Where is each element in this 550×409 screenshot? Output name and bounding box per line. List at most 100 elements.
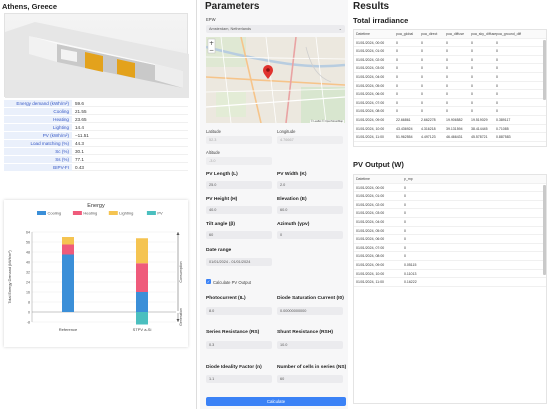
cells-in-series-input[interactable]: 60 bbox=[277, 375, 343, 383]
table-row: 01/01/2024, 05:00 0 bbox=[354, 227, 546, 236]
series-resistance-input[interactable]: 0.3 bbox=[206, 341, 272, 349]
legend-label: PV bbox=[157, 211, 163, 216]
bar-segment bbox=[136, 238, 148, 264]
calculate-button[interactable]: Calculate bbox=[206, 397, 346, 406]
column-header[interactable]: Datetime bbox=[356, 177, 371, 181]
energy-row-label: Energy demand (kWh/m²) bbox=[4, 100, 72, 107]
x-tick-label: Reference bbox=[59, 327, 78, 332]
bar-segment bbox=[62, 237, 74, 245]
longitude-input[interactable]: 4.76667 bbox=[277, 136, 343, 144]
left-panel: Athens, Greece Energy demand (kWh/m²) 59.… bbox=[0, 0, 193, 409]
table-cell: 01/01/2024, 02:00 bbox=[356, 57, 385, 62]
altitude-input[interactable]: -3.0 bbox=[206, 157, 272, 165]
diode-saturation-input[interactable]: 0.00000000000 bbox=[277, 307, 343, 315]
building-3d-view[interactable] bbox=[4, 13, 189, 98]
table-cell: 01/01/2024, 09:00 bbox=[356, 117, 385, 122]
map-tiles: + − bbox=[206, 37, 345, 123]
table-cell: 0 bbox=[421, 83, 423, 88]
column-header[interactable]: poa_direct bbox=[421, 32, 438, 36]
ideality-factor-input[interactable]: 1.1 bbox=[206, 375, 272, 383]
table-cell: 0.389117 bbox=[496, 117, 511, 122]
generation-label: Generation bbox=[179, 308, 183, 326]
column-header[interactable]: poa_ground_diffuse bbox=[496, 32, 521, 36]
table-cell: 0 bbox=[404, 194, 406, 199]
elevation-input[interactable]: 60.0 bbox=[277, 206, 343, 214]
energy-row-value: 59.6 bbox=[72, 100, 188, 107]
latitude-input[interactable]: 52.3 bbox=[206, 136, 272, 144]
calculate-pv-checkbox[interactable]: ✓ bbox=[206, 279, 211, 284]
building-model-drawing bbox=[5, 22, 189, 98]
table-cell: 0.11013 bbox=[404, 271, 417, 276]
table-cell: 0 bbox=[396, 40, 398, 45]
table-cell: 0 bbox=[404, 185, 406, 190]
table-cell: 0 bbox=[446, 92, 448, 97]
pv-output-table[interactable]: Datetime p_mp 01/01/2024, 00:00 0 01/01/2024… bbox=[353, 174, 547, 404]
y-tick-label: 48 bbox=[26, 250, 30, 254]
column-header[interactable]: Datetime bbox=[356, 32, 371, 36]
column-header[interactable]: poa_sky_diffuse bbox=[471, 32, 496, 36]
table-cell: 0 bbox=[396, 74, 398, 79]
location-map[interactable]: + − © Leaflet © OpenStreetMap bbox=[206, 37, 345, 123]
table-cell: 19.519029 bbox=[471, 117, 488, 122]
consumption-label: Consumption bbox=[179, 261, 183, 282]
y-axis-label: Total Energy Demand (kWh/m²) bbox=[8, 250, 12, 304]
legend-label: Heating bbox=[83, 211, 97, 216]
tilt-label: Tilt angle (β) bbox=[206, 222, 235, 227]
table-header-row: Datetime poa_global poa_direct poa_diffuse p… bbox=[354, 30, 546, 39]
table-row: 01/01/2024, 04:00 0 0 0 0 0 bbox=[354, 73, 546, 82]
irradiance-table[interactable]: Datetime poa_global poa_direct poa_diffuse p… bbox=[353, 29, 547, 147]
table-cell: 0.71085 bbox=[496, 126, 509, 131]
photocurrent-label: Photocurrent (IL) bbox=[206, 296, 246, 301]
elevation-label: Elevation (E) bbox=[277, 197, 307, 202]
table-scrollbar[interactable] bbox=[543, 185, 546, 275]
parameters-title: Parameters bbox=[205, 1, 260, 12]
energy-row: Ss (%) 77.1 bbox=[4, 156, 188, 164]
table-cell: 0 bbox=[396, 49, 398, 54]
table-cell: 38.414445 bbox=[471, 126, 488, 131]
tilt-input[interactable]: 60 bbox=[206, 231, 272, 239]
energy-row: Heating 23.65 bbox=[4, 116, 188, 124]
date-range-label: Date range bbox=[206, 248, 232, 253]
column-header[interactable]: poa_diffuse bbox=[446, 32, 465, 36]
table-cell: 0 bbox=[404, 245, 406, 250]
shunt-resistance-label: Shunt Resistance (RSH) bbox=[277, 330, 333, 335]
energy-row: Cooling 21.55 bbox=[4, 108, 188, 116]
column-header[interactable]: poa_global bbox=[396, 32, 414, 36]
shunt-resistance-input[interactable]: 10.0 bbox=[277, 341, 343, 349]
chevron-down-icon: ⌄ bbox=[338, 26, 342, 31]
table-cell: 01/01/2024, 08:00 bbox=[356, 109, 385, 114]
svg-text:−: − bbox=[209, 47, 214, 54]
energy-row: Lighting 14.4 bbox=[4, 124, 188, 132]
table-row: 01/01/2024, 11:00 51.962554 4.497123 46.466… bbox=[354, 133, 546, 142]
table-cell: 4.497123 bbox=[421, 135, 436, 140]
pv-height-label: PV Height (H) bbox=[206, 197, 238, 202]
table-cell: 0 bbox=[471, 74, 473, 79]
energy-row-label: Heating bbox=[4, 116, 72, 123]
energy-row-value: 30.1 bbox=[72, 148, 188, 155]
map-attribution: © Leaflet © OpenStreetMap bbox=[309, 120, 344, 123]
photocurrent-input[interactable]: 8.0 bbox=[206, 307, 272, 315]
cells-in-series-label: Number of cells in series (NS) bbox=[277, 365, 347, 370]
table-cell: 0 bbox=[421, 109, 423, 114]
column-header[interactable]: p_mp bbox=[404, 177, 413, 181]
y-tick-label: 16 bbox=[26, 290, 30, 294]
table-cell: 51.962554 bbox=[396, 135, 413, 140]
azimuth-input[interactable]: 0 bbox=[277, 231, 343, 239]
latitude-label: Latitude bbox=[206, 129, 221, 134]
table-cell: 0 bbox=[496, 66, 498, 71]
pv-length-input[interactable]: 25.0 bbox=[206, 181, 272, 189]
table-cell: 01/01/2024, 09:00 bbox=[356, 262, 385, 267]
table-cell: 0 bbox=[404, 237, 406, 242]
date-range-input[interactable]: 01/01/2024 - 01/01/2024 bbox=[206, 258, 272, 266]
energy-row-value: −11.51 bbox=[72, 132, 188, 139]
legend-label: Lighting bbox=[119, 211, 133, 216]
location-title: Athens, Greece bbox=[2, 2, 58, 11]
epw-select[interactable]: Amsterdam, Netherlands ⌄ bbox=[206, 25, 345, 33]
pv-height-input[interactable]: 40.0 bbox=[206, 206, 272, 214]
table-cell: 01/01/2024, 00:00 bbox=[356, 185, 385, 190]
table-scrollbar[interactable] bbox=[543, 40, 546, 100]
pv-width-input[interactable]: 2.0 bbox=[277, 181, 343, 189]
table-row: 01/01/2024, 05:00 0 0 0 0 0 bbox=[354, 82, 546, 91]
generation-arrow-head bbox=[176, 319, 180, 322]
table-cell: 01/01/2024, 03:00 bbox=[356, 211, 385, 216]
